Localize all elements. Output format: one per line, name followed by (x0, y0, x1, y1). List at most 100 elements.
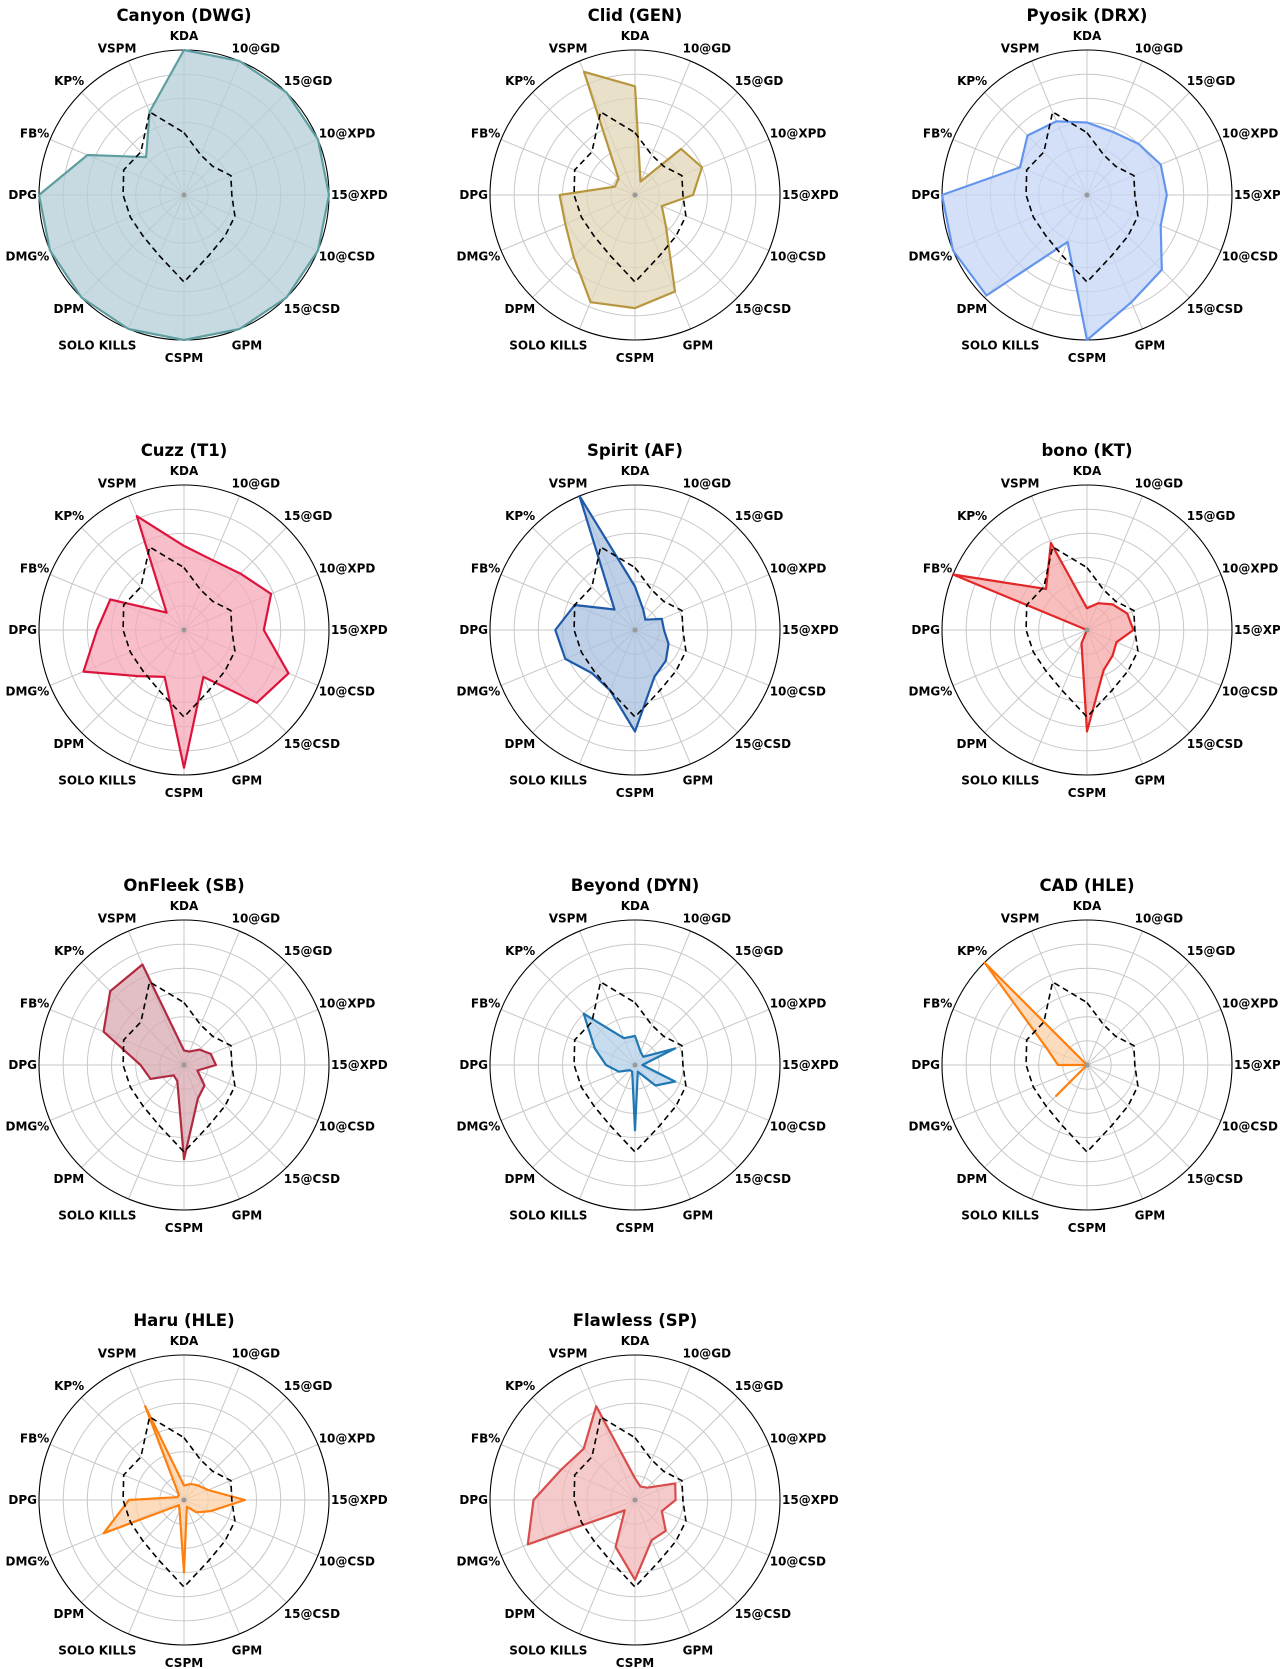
center-point (1084, 192, 1090, 198)
axis-label: 10@GD (232, 476, 281, 490)
axis-label: DPM (504, 302, 535, 316)
average-series (573, 545, 687, 719)
chart-title: Clid (GEN) (588, 6, 683, 25)
axis-label: DPG (911, 188, 940, 202)
center-point (632, 1062, 638, 1068)
axis-label: KP% (505, 944, 535, 958)
radar-frame (38, 919, 330, 1211)
axis-label: 15@CSD (1187, 302, 1243, 316)
axis-label: CSPM (616, 1656, 654, 1669)
axis-label: DPM (504, 1172, 535, 1186)
axis-label: FB% (20, 1431, 49, 1445)
chart-title: Pyosik (DRX) (1027, 6, 1148, 25)
axis-label: GPM (1135, 339, 1166, 353)
axis-label: VSPM (549, 41, 588, 55)
axis-label: FB% (20, 996, 49, 1010)
average-series (573, 980, 687, 1154)
axis-label: DMG% (909, 1120, 953, 1134)
radar-chart-2: KDA 10@GD 15@GD 10@XPD 15@XPD 10@CSD 15@CSD GPM… (909, 6, 1280, 365)
grid-spoke (984, 629, 1088, 733)
grid-spoke (128, 1499, 185, 1635)
axis-label: DPG (8, 623, 37, 637)
player-series (983, 961, 1089, 1097)
axis-label: 15@XPD (331, 188, 388, 202)
axis-label: 15@CSD (284, 302, 340, 316)
axis-label: 15@XPD (782, 1058, 839, 1072)
radar-chart-7: KDA 10@GD 15@GD 10@XPD 15@XPD 10@CSD 15@CSD GPM… (457, 876, 839, 1235)
player-series (102, 963, 217, 1161)
axis-label: 15@CSD (735, 1607, 791, 1621)
radar-frame (489, 919, 781, 1211)
axis-label: DPM (956, 302, 987, 316)
axis-label: FB% (471, 561, 500, 575)
grid-spoke (532, 1064, 636, 1168)
axis-label: DMG% (6, 685, 50, 699)
grid-spoke (183, 930, 240, 1066)
radar-chart-8: KDA 10@GD 15@GD 10@XPD 15@XPD 10@CSD 15@CSD GPM… (909, 876, 1280, 1235)
axis-label: 15@CSD (1187, 1172, 1243, 1186)
axis-label: GPM (232, 774, 263, 788)
player-series (526, 1405, 677, 1581)
center-point (632, 627, 638, 633)
axis-label: DMG% (6, 1120, 50, 1134)
axis-label: VSPM (98, 41, 137, 55)
grid-spoke (634, 1365, 691, 1501)
axis-label: DPG (459, 1493, 488, 1507)
axis-label: 10@CSD (770, 1120, 826, 1134)
grid-spoke (183, 1499, 287, 1603)
grid-spoke (81, 1064, 185, 1168)
grid-spoke (49, 1444, 185, 1501)
axis-label: 10@GD (1135, 41, 1184, 55)
axis-label: 10@CSD (770, 250, 826, 264)
grid-spoke (1031, 930, 1088, 1066)
grid-spoke (579, 1064, 636, 1200)
axis-label: 15@GD (735, 74, 784, 88)
grid-spoke (532, 1499, 636, 1603)
axis-label: 15@XPD (1234, 1058, 1280, 1072)
radar-frame (941, 919, 1233, 1211)
radar-chart-3: KDA 10@GD 15@GD 10@XPD 15@XPD 10@CSD 15@CSD GPM… (6, 441, 388, 800)
grid-spoke (183, 1397, 287, 1501)
average-series (122, 1415, 236, 1589)
axis-label: SOLO KILLS (961, 339, 1039, 353)
center-point (181, 1497, 187, 1503)
axis-label: 10@CSD (319, 685, 375, 699)
grid-spoke (1031, 629, 1088, 765)
axis-label: 15@CSD (735, 1172, 791, 1186)
center-point (181, 1062, 187, 1068)
grid-spoke (634, 527, 738, 631)
axis-label: 15@GD (735, 1379, 784, 1393)
center-point (1084, 1062, 1090, 1068)
radar-chart-5: KDA 10@GD 15@GD 10@XPD 15@XPD 10@CSD 15@CSD GPM… (909, 441, 1280, 800)
axis-label: DMG% (457, 1555, 501, 1569)
axis-label: FB% (471, 126, 500, 140)
axis-label: KDA (170, 1334, 199, 1348)
grid-spoke (183, 1064, 319, 1121)
radar-frame (941, 484, 1233, 776)
axis-label: DMG% (457, 685, 501, 699)
average-series (573, 1415, 687, 1589)
radar-chart-4: KDA 10@GD 15@GD 10@XPD 15@XPD 10@CSD 15@CSD GPM… (457, 441, 839, 800)
player-series (102, 1405, 246, 1574)
axis-label: 15@XPD (782, 1493, 839, 1507)
axis-label: KP% (957, 944, 987, 958)
axis-label: 10@XPD (319, 561, 376, 575)
axis-label: 15@GD (284, 944, 333, 958)
average-series (1025, 110, 1139, 284)
axis-label: SOLO KILLS (58, 339, 136, 353)
axis-label: DPG (8, 1058, 37, 1072)
axis-label: 15@GD (735, 509, 784, 523)
radar-chart-9: KDA 10@GD 15@GD 10@XPD 15@XPD 10@CSD 15@CSD GPM… (6, 1311, 388, 1669)
axis-label: KP% (54, 944, 84, 958)
axis-label: DPM (504, 737, 535, 751)
axis-label: FB% (923, 561, 952, 575)
axis-label: SOLO KILLS (509, 1644, 587, 1658)
axis-label: SOLO KILLS (961, 774, 1039, 788)
player-series (558, 70, 704, 310)
axis-label: GPM (683, 1209, 714, 1223)
axis-label: GPM (683, 774, 714, 788)
chart-title: Flawless (SP) (573, 1311, 698, 1330)
axis-label: DPM (53, 737, 84, 751)
axis-label: 10@XPD (770, 1431, 827, 1445)
